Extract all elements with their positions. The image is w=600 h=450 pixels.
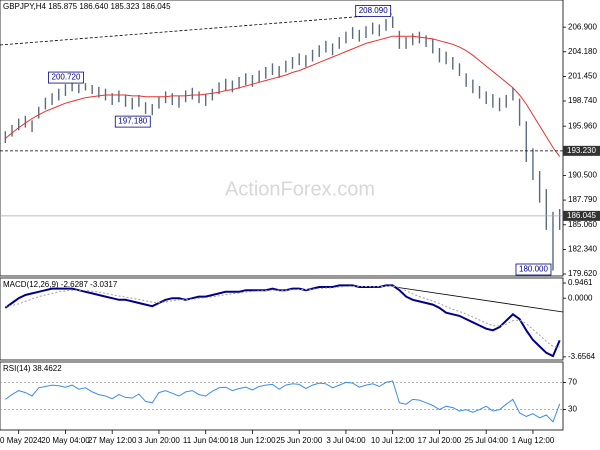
annotation-box: [48, 71, 84, 84]
x-tick-label: 27 May 12:00: [88, 436, 137, 445]
watermark: ActionForex.com: [225, 178, 375, 200]
y-tick-label: 195.960: [568, 121, 597, 130]
panel-title: RSI(14) 38.4622: [3, 364, 62, 373]
y-tick-label: 204.180: [568, 47, 597, 56]
x-tick-label: 10 May 2024: [0, 436, 42, 445]
x-tick-label: 10 Jul 12:00: [371, 436, 415, 445]
y-tick-label: 201.450: [568, 72, 597, 81]
x-tick-label: 18 Jun 12:00: [229, 436, 276, 445]
panel-frame: [0, 361, 564, 431]
y-tick-label: 206.900: [568, 22, 597, 31]
x-tick-label: 25 Jul 04:00: [464, 436, 508, 445]
y-tick-label: 179.620: [568, 269, 597, 278]
x-tick-label: 11 Jun 04:00: [183, 436, 229, 445]
y-tick-label: -3.6564: [568, 352, 596, 361]
annotation-box: [114, 115, 151, 128]
panel-title: MACD(12,26,9) -2.6287 -3.0317: [3, 280, 118, 289]
panel-frame: [0, 277, 564, 361]
y-tick-label: 182.340: [568, 245, 597, 254]
x-tick-label: 3 Jun 20:00: [138, 436, 180, 445]
x-tick-label: 3 Jul 04:00: [326, 436, 366, 445]
panel-title: GBPJPY,H4 185.875 186.640 185.323 186.04…: [3, 2, 171, 11]
last-price-label: 186.045: [567, 211, 596, 220]
level-label: 193.230: [567, 146, 596, 155]
y-tick-label: 0.9461: [568, 278, 593, 287]
annotation-label: 180.000: [519, 265, 548, 274]
y-tick-label: 198.740: [568, 96, 597, 105]
moving-average: [4, 35, 561, 157]
macd-trend-line: [394, 286, 564, 313]
x-tick-label: 25 Jun 20:00: [276, 436, 323, 445]
indicator-line: [5, 380, 561, 423]
y-tick-label: 30: [568, 405, 577, 414]
level-label-box: [563, 145, 600, 156]
annotation-box: [355, 4, 392, 17]
panel-frame: [0, 0, 564, 277]
indicator-line: [5, 285, 560, 348]
y-tick-label: 185.060: [568, 220, 597, 229]
x-tick-label: 17 Jul 20:00: [418, 436, 462, 445]
annotation-label: 200.720: [52, 73, 81, 82]
y-tick-label: 0.0000: [568, 293, 593, 302]
last-price-box: [563, 210, 600, 221]
y-tick-label: 187.790: [568, 195, 597, 204]
y-tick-label: 70: [568, 378, 577, 387]
x-tick-label: 20 May 04:00: [41, 436, 90, 445]
annotation-label: 197.180: [118, 117, 147, 126]
x-tick-label: 1 Aug 12:00: [512, 436, 555, 445]
annotation-label: 208.090: [359, 6, 388, 15]
y-tick-label: 190.500: [568, 171, 597, 180]
annotation-box: [515, 263, 552, 276]
trend-line: [0, 13, 393, 46]
